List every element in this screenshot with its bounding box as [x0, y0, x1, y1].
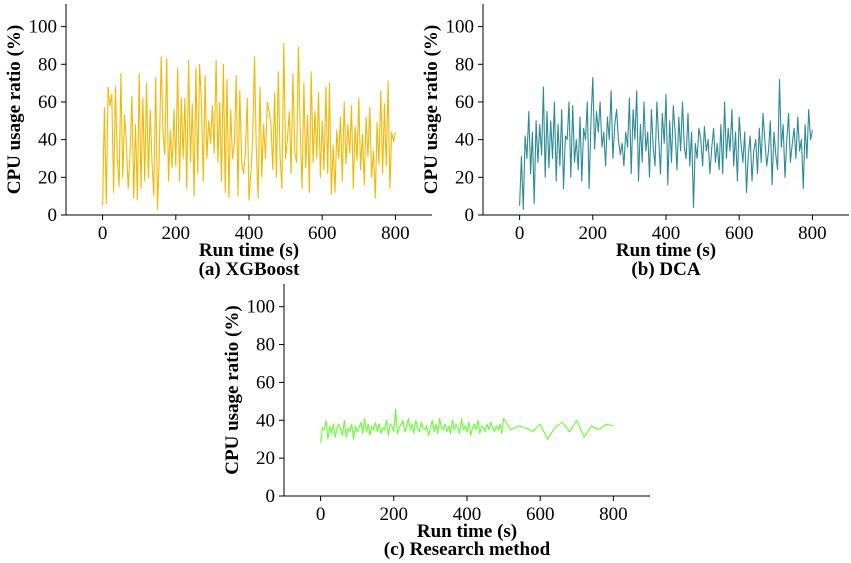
- x-tick-label: 600: [526, 504, 555, 525]
- y-tick-label: 100: [29, 17, 58, 38]
- y-axis-label: CPU usage ratio (%): [4, 25, 25, 194]
- y-tick-label: 80: [455, 54, 474, 75]
- x-axis-label: Run time (s): [616, 240, 716, 261]
- y-tick-label: 0: [266, 486, 276, 507]
- x-tick-label: 200: [579, 223, 608, 244]
- chart-panel-3: 0 20 40 60 80 100 0 200 400 600 800 Run time (s) CPU…: [222, 284, 650, 560]
- x-tick-label: 800: [599, 504, 628, 525]
- x-tick-label: 400: [235, 223, 264, 244]
- y-tick-label: 100: [247, 297, 276, 318]
- x-tick-label: 200: [380, 504, 409, 525]
- x-tick-label: 800: [798, 223, 827, 244]
- y-tick-label: 20: [256, 448, 275, 469]
- series-line: [519, 76, 813, 210]
- y-axis-label: CPU usage ratio (%): [421, 25, 442, 194]
- y-tick-label: 20: [38, 167, 57, 188]
- x-tick-label: 0: [515, 223, 525, 244]
- y-tick-label: 40: [38, 130, 57, 151]
- x-tick-label: 400: [652, 223, 681, 244]
- panel-caption: (c) Research method: [384, 539, 551, 560]
- y-tick-label: 100: [446, 17, 475, 38]
- series-line: [102, 43, 396, 210]
- series-line: [320, 408, 614, 444]
- y-axis-label: CPU usage ratio (%): [222, 305, 243, 474]
- y-tick-label: 60: [256, 372, 275, 393]
- chart-panel-2: 0 20 40 60 80 100 0 200 400 600 800 Run time (s) CPU…: [421, 4, 849, 280]
- chart-panel-1: 0 20 40 60 80 100 0 200 400 600 800 Run time (s) CPU…: [4, 4, 432, 280]
- x-axis-label: Run time (s): [417, 521, 517, 542]
- y-tick-label: 20: [455, 167, 474, 188]
- y-tick-label: 60: [38, 92, 57, 113]
- x-tick-label: 0: [98, 223, 108, 244]
- x-tick-label: 0: [316, 504, 326, 525]
- x-axis-label: Run time (s): [199, 240, 299, 261]
- y-tick-label: 60: [455, 92, 474, 113]
- x-tick-label: 600: [308, 223, 337, 244]
- x-tick-label: 400: [453, 504, 482, 525]
- y-tick-label: 0: [465, 205, 475, 226]
- x-tick-label: 200: [162, 223, 191, 244]
- y-tick-label: 40: [455, 130, 474, 151]
- panel-caption: (a) XGBoost: [199, 259, 300, 280]
- y-tick-label: 80: [256, 335, 275, 356]
- panel-caption: (b) DCA: [631, 259, 700, 280]
- y-tick-label: 0: [48, 205, 58, 226]
- y-tick-label: 80: [38, 54, 57, 75]
- x-tick-label: 800: [381, 223, 410, 244]
- x-tick-label: 600: [725, 223, 754, 244]
- y-tick-label: 40: [256, 410, 275, 431]
